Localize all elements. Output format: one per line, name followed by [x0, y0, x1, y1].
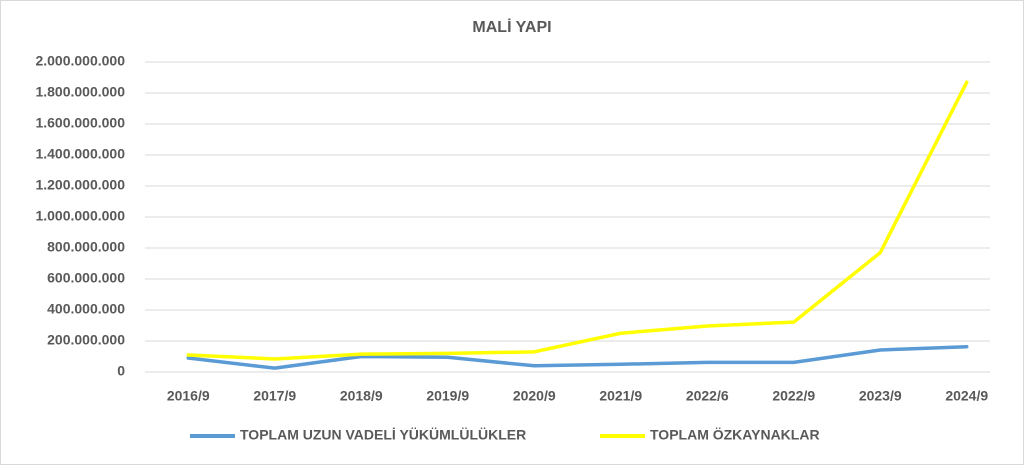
y-tick-label: 1.600.000.000: [35, 115, 125, 131]
y-tick-label: 400.000.000: [47, 301, 125, 317]
series-line: [186, 344, 969, 370]
y-tick-label: 600.000.000: [47, 270, 125, 286]
y-tick-label: 2.000.000.000: [35, 53, 125, 69]
legend-label: TOPLAM ÖZKAYNAKLAR: [650, 427, 820, 443]
series-line: [186, 80, 969, 361]
x-tick-label: 2018/9: [340, 388, 383, 404]
y-tick-label: 1.400.000.000: [35, 146, 125, 162]
y-tick-label: 0: [117, 363, 125, 379]
y-tick-label: 1.800.000.000: [35, 84, 125, 100]
x-tick-label: 2022/9: [772, 388, 815, 404]
x-tick-label: 2019/9: [426, 388, 469, 404]
y-tick-label: 200.000.000: [47, 332, 125, 348]
x-tick-label: 2016/9: [167, 388, 210, 404]
chart-title: MALİ YAPI: [472, 18, 551, 36]
y-tick-label: 800.000.000: [47, 239, 125, 255]
x-tick-label: 2021/9: [599, 388, 642, 404]
x-tick-label: 2017/9: [253, 388, 296, 404]
y-tick-label: 1.200.000.000: [35, 177, 125, 193]
x-tick-label: 2024/9: [945, 388, 988, 404]
x-tick-label: 2020/9: [513, 388, 556, 404]
x-tick-label: 2022/6: [686, 388, 729, 404]
x-tick-label: 2023/9: [859, 388, 902, 404]
y-tick-label: 1.000.000.000: [35, 208, 125, 224]
legend-label: TOPLAM UZUN VADELİ YÜKÜMLÜLÜKLER: [240, 427, 526, 443]
